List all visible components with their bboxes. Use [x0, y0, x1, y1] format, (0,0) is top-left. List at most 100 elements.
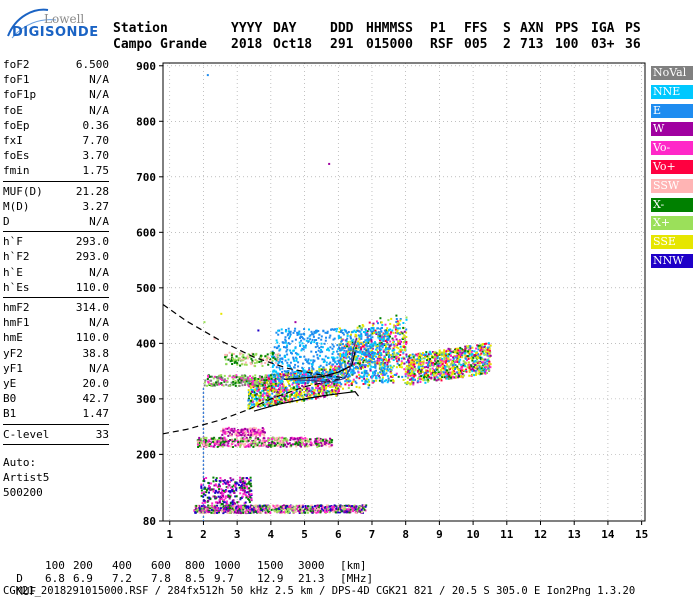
- echo-point: [318, 378, 321, 381]
- echo-point: [408, 370, 411, 373]
- echo-point: [344, 363, 347, 366]
- echo-point: [270, 402, 273, 405]
- echo-point: [237, 510, 240, 513]
- echo-point: [420, 370, 422, 373]
- echo-point: [352, 510, 354, 513]
- echo-point: [408, 367, 411, 370]
- echo-point: [314, 384, 317, 387]
- echo-point: [368, 380, 370, 383]
- echo-point: [475, 373, 477, 376]
- echo-point: [322, 386, 325, 389]
- echo-point: [279, 384, 282, 387]
- echo-point: [227, 430, 230, 433]
- echo-point: [397, 375, 400, 378]
- echo-point: [256, 401, 259, 404]
- echo-point: [280, 443, 283, 446]
- echo-point: [390, 372, 393, 375]
- echo-point: [287, 399, 290, 402]
- echo-point: [288, 337, 290, 340]
- echo-point: [423, 373, 426, 376]
- echo-point: [344, 347, 347, 349]
- echo-cluster-2: [196, 436, 334, 448]
- echo-point: [450, 376, 452, 379]
- echo-point: [366, 380, 369, 383]
- echo-point: [365, 342, 368, 345]
- echo-point: [273, 369, 276, 372]
- echo-point: [440, 372, 442, 375]
- echo-point: [459, 355, 462, 358]
- echo-point: [383, 363, 386, 366]
- echo-point: [452, 351, 455, 354]
- echo-point: [357, 362, 359, 365]
- echo-point: [377, 334, 380, 337]
- echo-point: [281, 382, 284, 385]
- echo-point: [276, 436, 279, 439]
- echo-point: [308, 328, 310, 331]
- echo-point: [320, 345, 323, 348]
- echo-point: [249, 402, 252, 405]
- echo-point: [430, 362, 433, 365]
- echo-point: [375, 333, 378, 335]
- echo-point: [337, 381, 340, 384]
- echo-point: [268, 404, 271, 407]
- echo-point: [256, 433, 259, 436]
- echo-point: [363, 372, 366, 375]
- echo-point: [364, 382, 367, 385]
- echo-point: [238, 443, 241, 446]
- echo-point: [302, 345, 305, 347]
- echo-point: [475, 365, 478, 368]
- echo-point: [288, 445, 291, 448]
- echo-point: [279, 445, 282, 448]
- echo-point: [324, 355, 327, 358]
- param-value: N/A: [89, 88, 109, 102]
- echo-point: [287, 390, 290, 393]
- echo-point: [455, 350, 458, 353]
- echo-point: [222, 505, 225, 508]
- echo-point: [396, 362, 399, 365]
- echo-point: [320, 383, 323, 386]
- echo-point: [454, 359, 457, 362]
- echo-point: [330, 356, 333, 359]
- echo-point: [331, 439, 334, 442]
- echo-point: [339, 364, 342, 367]
- echo-point: [304, 370, 307, 373]
- echo-point: [282, 508, 285, 510]
- echo-point: [288, 505, 291, 508]
- echo-point: [244, 508, 247, 511]
- echo-point: [348, 504, 351, 507]
- echo-point: [231, 507, 234, 510]
- echo-point: [250, 441, 253, 444]
- echo-point: [321, 358, 324, 361]
- echo-point: [229, 511, 232, 514]
- echo-point: [477, 348, 480, 351]
- echo-point: [238, 429, 241, 432]
- echo-point: [385, 369, 388, 372]
- echo-point: [321, 392, 323, 395]
- echo-point: [346, 378, 349, 380]
- echo-point: [316, 442, 319, 444]
- echo-point: [325, 444, 328, 447]
- echo-point: [353, 357, 356, 360]
- echo-point: [390, 317, 393, 320]
- echo-point: [372, 327, 375, 330]
- header-label-4: HHMMSS: [366, 21, 413, 36]
- digisonde-logo-swoosh: [7, 8, 57, 39]
- param-name: fxI: [3, 134, 23, 147]
- echo-point: [444, 368, 447, 371]
- echo-point: [423, 372, 426, 375]
- echo-point: [445, 358, 448, 361]
- echo-point: [409, 374, 412, 377]
- echo-point: [352, 330, 355, 333]
- echo-point: [325, 336, 327, 339]
- echo-point: [456, 361, 459, 363]
- echo-point: [329, 346, 332, 349]
- echo-point: [372, 371, 374, 374]
- echo-point: [313, 341, 316, 344]
- echo-point: [310, 504, 313, 507]
- echo-point: [274, 437, 277, 440]
- echo-point: [239, 509, 242, 512]
- echo-point: [347, 387, 350, 389]
- echo-point: [251, 389, 254, 392]
- echo-point: [429, 370, 431, 373]
- echo-point: [314, 378, 317, 380]
